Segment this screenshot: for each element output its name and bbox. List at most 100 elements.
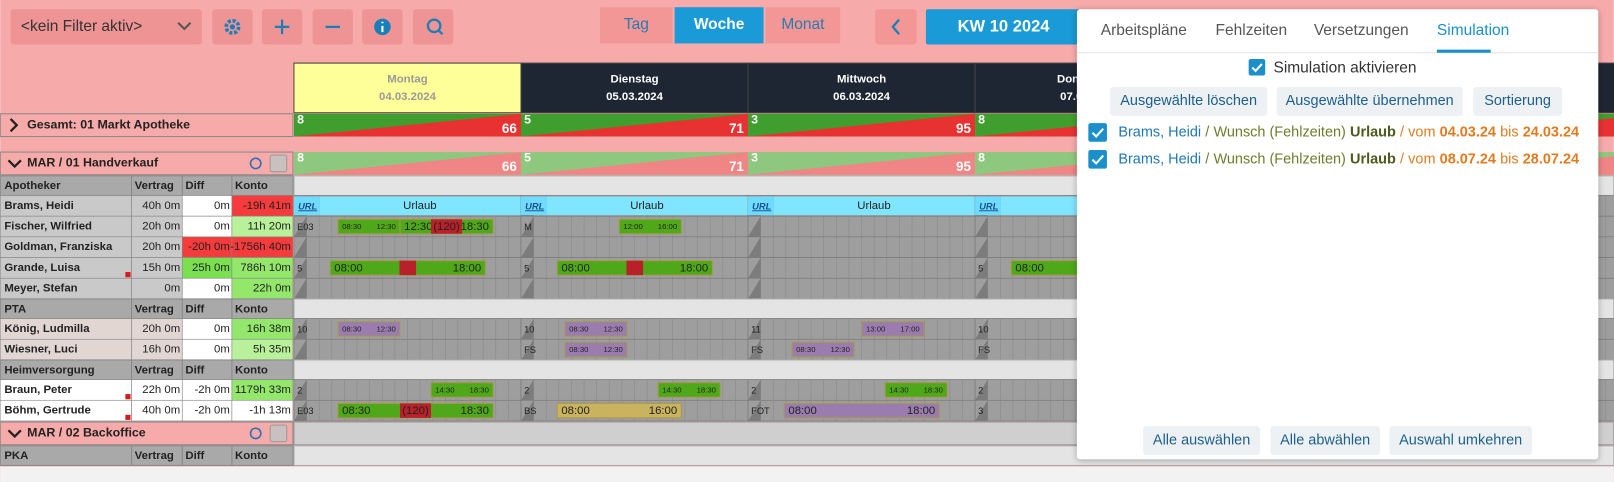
day-cell[interactable]: E03 08:30 18:30 (120) (293, 399, 522, 422)
filter-dropdown[interactable]: <kein Filter aktiv> (10, 9, 202, 45)
shift-end: 18:30 (470, 386, 489, 395)
icon-button[interactable] (212, 9, 253, 45)
day-cell[interactable] (747, 236, 976, 258)
day-cell[interactable] (293, 277, 522, 300)
day-cell[interactable]: FOT 08:00 18:00 (747, 399, 976, 422)
day-cell[interactable]: URL Urlaub (293, 195, 522, 217)
simulation-panel: Arbeitspläne Fehlzeiten Versetzungen Simula… (1076, 9, 1599, 460)
day-cell[interactable]: M 12:00 16:00 (520, 215, 749, 238)
shift-start: 13:00 (866, 324, 885, 333)
pause (626, 260, 644, 276)
absence-label: Urlaub (630, 200, 663, 212)
day-cell[interactable]: BS 08:00 16:00 (520, 399, 749, 422)
group-row[interactable]: MAR / 01 Handverkauf (0, 151, 294, 176)
day-cell[interactable]: 2 14:30 18:30 (293, 379, 522, 401)
flag (125, 272, 131, 278)
button[interactable]: Alle abwählen (1270, 426, 1381, 456)
day-cell[interactable]: E03 08:30 12:30 12:30 18:30(120) (293, 215, 522, 238)
employee-name: Fischer, Wilfried (4, 221, 92, 233)
day-header-bg (747, 62, 976, 114)
day-cell[interactable]: 2 14:30 18:30 (520, 379, 749, 401)
vertrag: 20h 0m (142, 323, 180, 335)
absence-label: Urlaub (403, 200, 436, 212)
button[interactable]: Sortierung (1473, 86, 1563, 116)
total-label: Gesamt: 01 Markt Apotheke (27, 117, 190, 131)
day-cell[interactable]: URL Urlaub (747, 195, 976, 217)
icon-button[interactable] (312, 9, 353, 45)
tab[interactable]: Simulation (1437, 22, 1509, 39)
flag (125, 394, 131, 400)
day-cell[interactable] (520, 236, 749, 258)
day-cell[interactable]: 10 08:30 12:30 (520, 318, 749, 340)
day-cell[interactable]: FS 08:30 12:30 (520, 338, 749, 361)
day-cell[interactable] (293, 236, 522, 258)
count-planned: 5 (524, 151, 531, 165)
view-tab[interactable]: Tag (600, 7, 673, 44)
day-cell[interactable] (747, 257, 976, 279)
employee-name: Wiesner, Luci (4, 344, 77, 356)
view-tab[interactable]: Woche (674, 7, 764, 44)
shift-code: FS (978, 345, 990, 355)
simulation-item[interactable]: Brams, Heidi / Wunsch (Fehlzeiten) Urlaub / v… (1088, 123, 1579, 142)
shift-start: 14:30 (435, 386, 454, 395)
clock-icon (249, 157, 262, 170)
day-cell[interactable]: 2 14:30 18:30 (747, 379, 976, 401)
slot-corner (293, 400, 307, 421)
view-tab[interactable]: Monat (765, 7, 841, 44)
day-cell[interactable]: 5 08:00 18:00 (520, 257, 749, 279)
icon-button[interactable] (261, 9, 303, 45)
day-cell[interactable]: URL Urlaub (520, 195, 749, 217)
chevron-left (891, 18, 900, 35)
button[interactable]: Alle auswählen (1143, 426, 1261, 456)
button[interactable]: Auswahl umkehren (1389, 426, 1533, 456)
vertrag: 20h 0m (142, 221, 180, 233)
slot-corner (293, 236, 307, 258)
count-cell: 5 71 (521, 112, 749, 137)
day-cell[interactable]: FS 08:30 12:30 (747, 338, 976, 361)
diff: 0m (214, 344, 230, 356)
slot-corner (293, 379, 307, 401)
shift-code: 2 (297, 385, 302, 395)
shift (783, 402, 940, 419)
break-label: (120) (402, 405, 429, 417)
day-cell[interactable] (520, 277, 749, 300)
slot-corner (521, 318, 534, 340)
employee-name: Grande, Luisa (4, 262, 80, 274)
day-cell[interactable] (293, 338, 522, 361)
checkbox[interactable] (1248, 58, 1266, 76)
day-cell[interactable] (747, 277, 976, 300)
shift-start: 08:00 (334, 262, 362, 274)
day-cell[interactable] (747, 215, 976, 238)
shift-end: 12:30 (831, 345, 850, 354)
tab[interactable]: Arbeitspläne (1101, 22, 1187, 39)
employee-name: Meyer, Stefan (4, 283, 77, 295)
diff: 0m (214, 200, 230, 212)
button[interactable]: Ausgewählte übernehmen (1276, 86, 1463, 116)
checkbox[interactable] (1088, 123, 1107, 142)
label-bg (0, 421, 294, 446)
column-label: Diff (185, 450, 204, 462)
checkbox[interactable] (1088, 149, 1107, 169)
item-to: 28.07.24 (1523, 151, 1579, 167)
shift-code: 2 (524, 385, 529, 395)
button-bg (1473, 86, 1563, 116)
item-to-label: bis (1500, 124, 1518, 140)
tab[interactable]: Fehlzeiten (1216, 22, 1288, 39)
button-label: Alle abwählen (1280, 432, 1370, 448)
icon-button[interactable] (362, 9, 403, 45)
simulation-item[interactable]: Brams, Heidi / Wunsch (Fehlzeiten) Urlaub / v… (1088, 149, 1579, 169)
day-cell[interactable]: 11 13:00 17:00 (747, 318, 976, 340)
day-cell[interactable]: 5 08:00 18:00 (293, 257, 522, 279)
total-row: Gesamt: 01 Markt Apotheke (0, 113, 294, 138)
day-header: Montag 04.03.2024 (293, 62, 522, 114)
vertrag: 22h 0m (142, 384, 180, 396)
shift (884, 382, 948, 398)
tab[interactable]: Versetzungen (1314, 22, 1409, 39)
prev-week[interactable] (875, 9, 917, 45)
button[interactable]: Ausgewählte löschen (1110, 86, 1268, 116)
day-cell[interactable]: 10 08:30 12:30 (293, 318, 522, 340)
count-cell: 3 95 (748, 151, 976, 175)
count-needed: 71 (729, 159, 744, 174)
label-bg (0, 113, 294, 138)
icon-button[interactable] (412, 9, 454, 45)
